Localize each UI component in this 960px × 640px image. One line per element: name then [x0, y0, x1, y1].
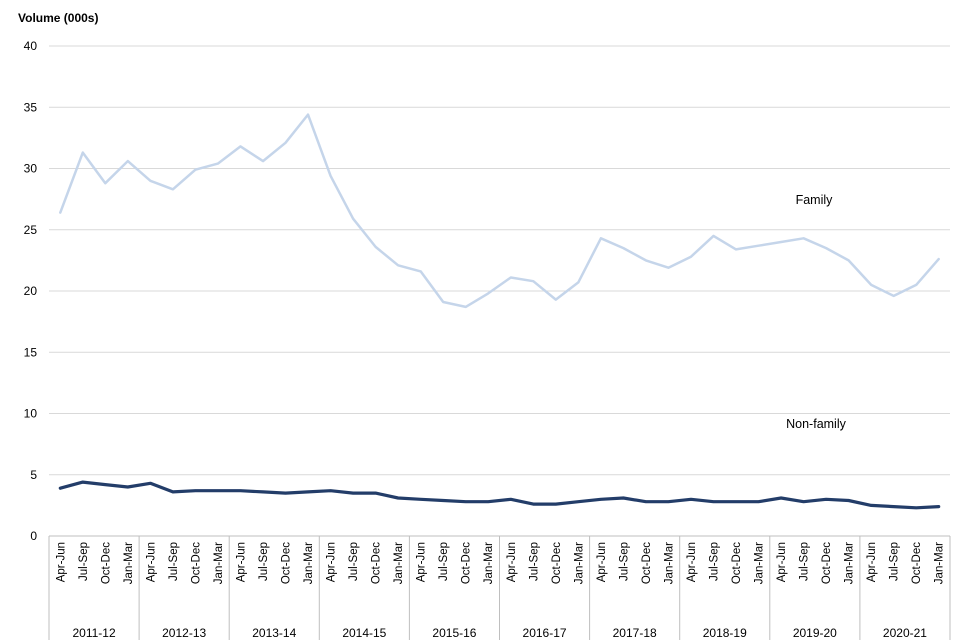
x-tick-label: Apr-Jun: [416, 542, 428, 582]
x-axis: Apr-Jun Jul-Sep Oct-Dec Jan-Mar Apr-Jun Jul-S…: [48, 535, 951, 640]
x-tick-label: Oct-Dec: [281, 542, 293, 584]
x-group-label: 2013-14: [252, 626, 296, 640]
x-tick-label: Jan-Mar: [663, 542, 675, 584]
series-label-family: Family: [796, 193, 834, 207]
x-tick-label: Jul-Sep: [78, 542, 90, 581]
x-tick-label: Apr-Jun: [686, 542, 698, 582]
x-tick-label: Jul-Sep: [708, 542, 720, 581]
x-tick-label: Apr-Jun: [596, 542, 608, 582]
x-tick-label: Apr-Jun: [55, 542, 67, 582]
y-axis-label: Volume (000s): [18, 11, 98, 25]
series-layer: [58, 113, 941, 510]
y-tick-label: 0: [30, 529, 37, 543]
x-tick-label: Jan-Mar: [573, 542, 585, 584]
x-tick-label: Jul-Sep: [889, 542, 901, 581]
x-tick-label: Jan-Mar: [303, 542, 315, 584]
y-tick-label: 30: [24, 162, 38, 176]
x-tick-label: Jan-Mar: [393, 542, 405, 584]
series-label-non-family: Non-family: [786, 417, 846, 431]
x-group-label: 2020-21: [883, 626, 927, 640]
x-tick-label: Jul-Sep: [799, 542, 811, 581]
y-tick-label: 40: [24, 39, 38, 53]
y-tick-label: 15: [24, 345, 38, 359]
x-tick-label: Apr-Jun: [866, 542, 878, 582]
x-tick-label: Jan-Mar: [844, 542, 856, 584]
x-tick-label: Apr-Jun: [326, 542, 338, 582]
x-group-label: 2012-13: [162, 626, 206, 640]
series-line-non-family: [58, 480, 941, 510]
x-tick-label: Jan-Mar: [934, 542, 946, 584]
x-tick-label: Oct-Dec: [731, 542, 743, 584]
x-group-label: 2016-17: [523, 626, 567, 640]
x-tick-label: Jul-Sep: [258, 542, 270, 581]
x-tick-label: Jul-Sep: [618, 542, 630, 581]
y-tick-label: 5: [30, 468, 37, 482]
x-tick-label: Jul-Sep: [348, 542, 360, 581]
y-tick-label: 35: [24, 100, 38, 114]
x-tick-label: Jan-Mar: [123, 542, 135, 584]
x-group-label: 2011-12: [72, 626, 115, 640]
x-tick-label: Jan-Mar: [483, 542, 495, 584]
x-tick-label: Jul-Sep: [168, 542, 180, 581]
x-group-label: 2019-20: [793, 626, 837, 640]
gridlines: [49, 45, 950, 537]
x-tick-label: Oct-Dec: [821, 542, 833, 584]
x-group-label: 2014-15: [342, 626, 386, 640]
x-group-label: 2017-18: [613, 626, 657, 640]
x-tick-label: Oct-Dec: [911, 542, 923, 584]
y-tick-labels: 0 5 10 15 20 25 30 35 40: [24, 39, 38, 543]
x-tick-label: Apr-Jun: [776, 542, 788, 582]
x-tick-label: Apr-Jun: [145, 542, 157, 582]
x-tick-label: Oct-Dec: [461, 542, 473, 584]
x-tick-label: Jan-Mar: [754, 542, 766, 584]
x-tick-label: Jul-Sep: [528, 542, 540, 581]
x-tick-label: Oct-Dec: [100, 542, 112, 584]
x-tick-label: Oct-Dec: [371, 542, 383, 584]
x-tick-label: Jan-Mar: [213, 542, 225, 584]
x-tick-label: Oct-Dec: [551, 542, 563, 584]
x-group-label: 2018-19: [703, 626, 747, 640]
x-tick-label: Apr-Jun: [235, 542, 247, 582]
x-tick-label: Oct-Dec: [641, 542, 653, 584]
x-group-label: 2015-16: [432, 626, 476, 640]
x-tick-label: Jul-Sep: [438, 542, 450, 581]
y-tick-label: 20: [24, 284, 38, 298]
y-tick-label: 25: [24, 223, 38, 237]
y-tick-label: 10: [24, 407, 38, 421]
series-labels: Family Non-family: [786, 193, 846, 431]
series-line-family: [59, 113, 940, 309]
x-tick-label: Oct-Dec: [190, 542, 202, 584]
x-tick-label: Apr-Jun: [506, 542, 518, 582]
